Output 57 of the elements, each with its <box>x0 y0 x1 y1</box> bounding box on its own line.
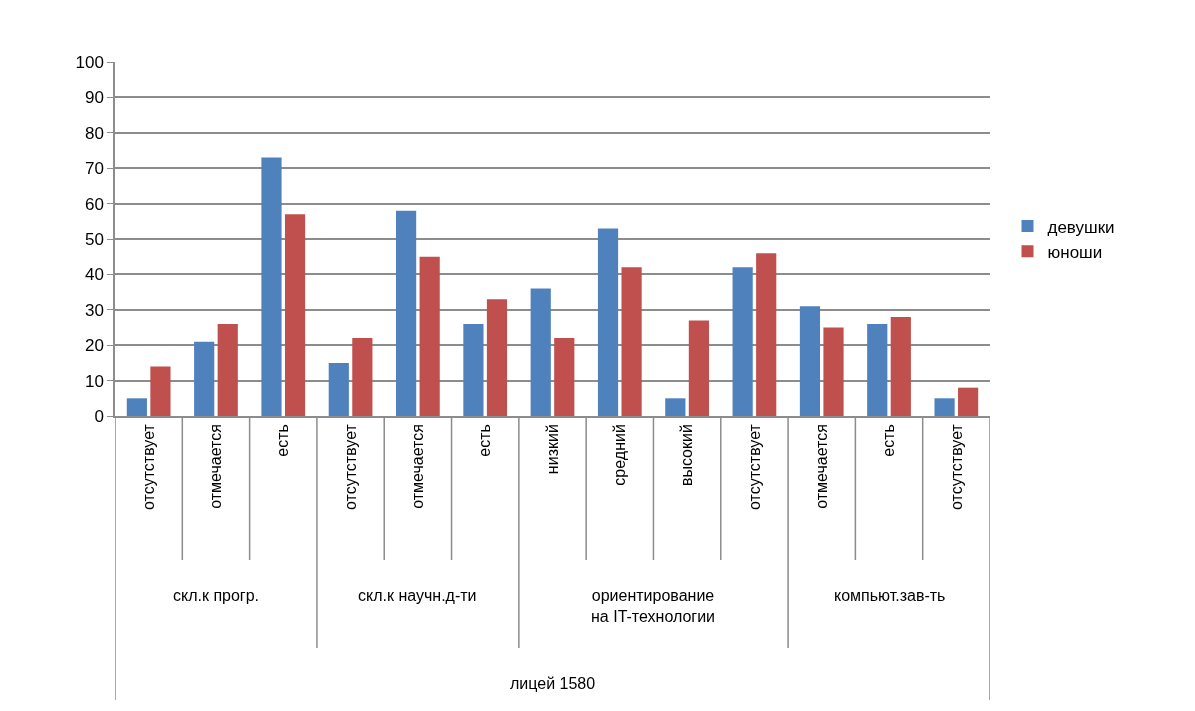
x-tick-label: отсутствует <box>341 423 359 510</box>
text: лицей 1580 <box>510 675 596 692</box>
y-tick-label: 40 <box>84 265 104 285</box>
x-tick-label: средний <box>611 424 629 486</box>
text: скл.к прогр. <box>173 587 260 604</box>
x-tick-label: есть <box>476 424 494 457</box>
bar <box>194 341 215 416</box>
y-tick-label: 10 <box>84 371 104 391</box>
bar <box>867 323 888 416</box>
x-tick-label: отмечается <box>812 424 830 509</box>
legend-label: юноши <box>1047 242 1103 262</box>
bar <box>284 214 306 416</box>
bar <box>958 387 979 416</box>
bar <box>328 362 349 416</box>
x-tick-label: отсутствует <box>745 423 763 510</box>
bar <box>934 398 955 416</box>
bar <box>665 398 686 416</box>
x-tick-label: высокий <box>678 424 696 487</box>
y-tick-label: 70 <box>84 159 104 179</box>
y-tick-label: 60 <box>84 194 104 214</box>
y-tick-label: 90 <box>84 88 104 108</box>
legend-label: девушки <box>1047 217 1115 237</box>
bar <box>486 299 508 416</box>
bar <box>126 398 147 416</box>
x-tick-label: есть <box>274 424 292 457</box>
bar <box>621 267 642 416</box>
bar <box>352 338 373 416</box>
bar <box>463 323 484 416</box>
y-tick-label: 20 <box>84 336 104 356</box>
bar <box>396 210 417 416</box>
x-tick-label: отмечается <box>207 424 225 509</box>
y-tick-label: 0 <box>94 406 104 426</box>
y-tick-label: 50 <box>84 229 104 249</box>
bar <box>419 256 440 416</box>
text: компьют.зав-ть <box>834 587 946 604</box>
bar <box>732 267 753 416</box>
bar <box>799 306 821 416</box>
bar <box>530 288 551 416</box>
text: ориентирование на IT-технологии <box>591 587 716 625</box>
bar <box>261 157 282 416</box>
bar <box>823 327 844 416</box>
x-tick-label: есть <box>880 424 898 457</box>
y-tick-label: 80 <box>84 123 104 143</box>
bar <box>217 323 238 416</box>
x-tick-label: отмечается <box>409 424 427 509</box>
x-tick-label: низкий <box>543 424 561 475</box>
bar <box>890 316 911 416</box>
y-tick-label: 30 <box>84 300 104 320</box>
bar <box>597 228 619 416</box>
bar <box>150 366 171 416</box>
x-tick-label: отсутствует <box>947 423 965 510</box>
y-tick-label: 100 <box>75 52 104 72</box>
bar <box>688 320 709 416</box>
bar <box>554 338 575 416</box>
bar <box>756 253 777 416</box>
x-tick-label: отсутствует <box>139 423 157 510</box>
text: скл.к научн.д-ти <box>358 587 477 604</box>
